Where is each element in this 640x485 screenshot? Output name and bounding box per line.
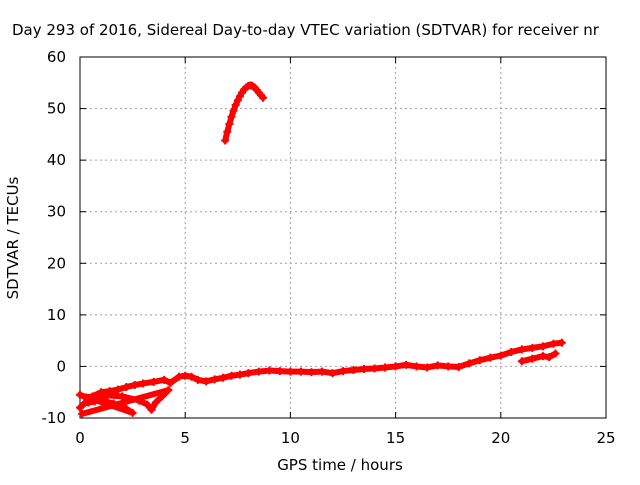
plot-frame — [79, 56, 607, 419]
x-axis-label: GPS time / hours — [277, 456, 403, 474]
x-tick-label: 15 — [386, 429, 405, 447]
y-tick-label: 40 — [47, 151, 66, 169]
grid-layer — [80, 57, 606, 418]
data-point — [78, 409, 87, 418]
y-tick-label: 10 — [47, 306, 66, 324]
series-high-arc — [221, 81, 268, 145]
data-point — [557, 338, 566, 347]
y-tick-label: 60 — [47, 48, 66, 66]
data-layer — [76, 81, 566, 418]
series-main-trend — [76, 338, 566, 402]
y-tick-label: 30 — [47, 203, 66, 221]
x-tick-label: 20 — [491, 429, 510, 447]
tick-layer: 0 5 10 15 20 25 -10 0 10 20 30 40 50 60 — [42, 48, 616, 447]
y-axis-label: SDTVAR / TECUs — [4, 176, 22, 299]
y-tick-label: -10 — [42, 409, 67, 427]
data-point — [551, 349, 560, 358]
data-point — [259, 93, 268, 102]
chart-title: Day 293 of 2016, Sidereal Day-to-day VTE… — [12, 21, 600, 39]
x-tick-label: 10 — [281, 429, 300, 447]
y-tick-label: 0 — [56, 357, 66, 375]
series-afternoon-offshoot — [517, 349, 560, 366]
series-early-hours-spread — [76, 386, 173, 418]
x-tick-label: 0 — [75, 429, 85, 447]
x-tick-label: 25 — [596, 429, 615, 447]
y-tick-label: 50 — [47, 100, 66, 118]
y-tick-label: 20 — [47, 254, 66, 272]
series-segment — [79, 387, 172, 417]
x-tick-label: 5 — [180, 429, 190, 447]
